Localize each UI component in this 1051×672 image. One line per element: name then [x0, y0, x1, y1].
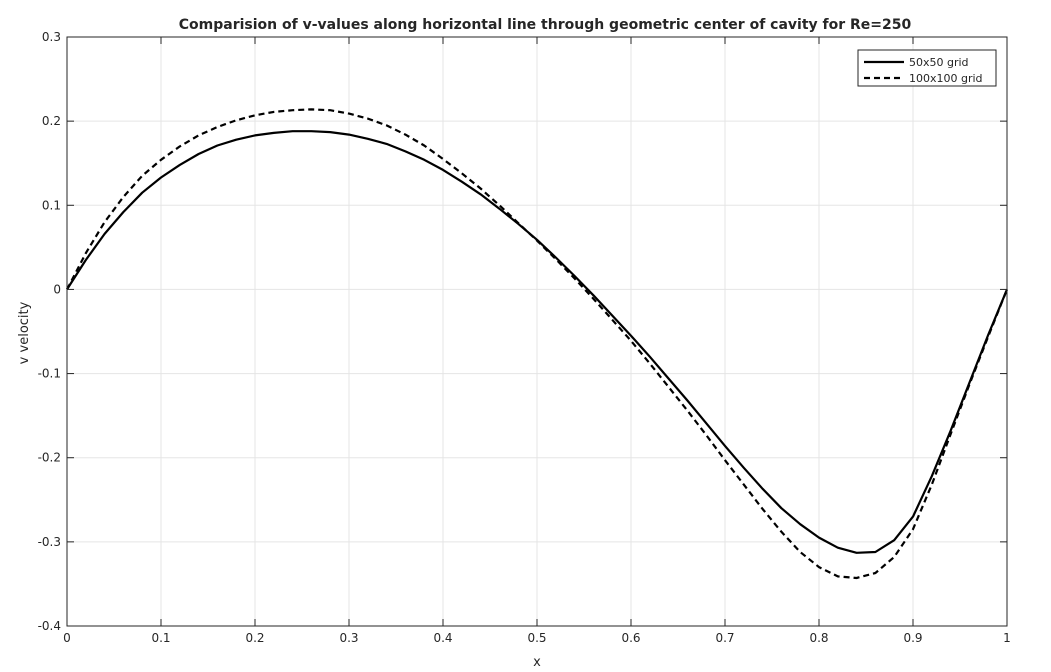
- x-tick-label: 0.6: [621, 631, 640, 645]
- x-tick-label: 0.1: [151, 631, 170, 645]
- series-layer: [66, 108, 1009, 580]
- y-tick-label: -0.2: [38, 451, 61, 465]
- legend: 50x50 grid 100x100 grid: [857, 49, 997, 87]
- y-axis-label: v velocity: [17, 301, 32, 364]
- x-tick-label: 0: [63, 631, 71, 645]
- y-tick-label: 0.2: [42, 114, 61, 128]
- x-tick-label: 0.3: [339, 631, 358, 645]
- x-tick-label: 0.2: [245, 631, 264, 645]
- axis-ticks: 0 0.1 0.2 0.3 0.4 0.5 0.6 0.7 0.8 0.9 10.30.20.10-…: [38, 30, 1011, 645]
- y-tick-label: -0.1: [38, 367, 61, 381]
- x-tick-label: 0.9: [903, 631, 922, 645]
- chart-title: Comparision of v-values along horizontal…: [179, 17, 912, 33]
- y-tick-label: 0: [53, 282, 61, 296]
- legend-box: [857, 49, 997, 87]
- x-tick-label: 0.8: [809, 631, 828, 645]
- y-tick-label: -0.4: [38, 619, 61, 633]
- x-tick-label: 0.4: [433, 631, 452, 645]
- y-tick-label: 0.1: [42, 198, 61, 212]
- y-tick-label: 0.3: [42, 30, 61, 44]
- x-axis-label: x: [533, 655, 541, 670]
- series-line-100x100-grid: [66, 108, 1009, 580]
- x-tick-label: 0.7: [715, 631, 734, 645]
- legend-label-50x50: 50x50 grid: [909, 56, 969, 69]
- x-tick-label: 0.5: [527, 631, 546, 645]
- legend-label-100x100: 100x100 grid: [909, 72, 983, 85]
- x-tick-label: 1: [1003, 631, 1011, 645]
- y-tick-label: -0.3: [38, 535, 61, 549]
